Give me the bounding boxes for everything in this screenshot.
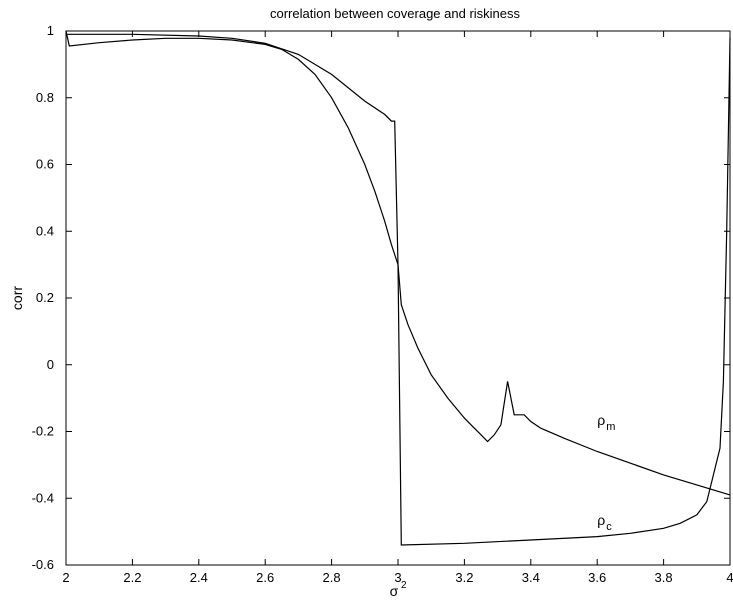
series-label-subscript: m — [606, 421, 615, 433]
x-tick-label: 2.2 — [123, 570, 141, 585]
y-tick-label: -0.6 — [32, 557, 54, 572]
series-line-rho-c — [66, 33, 731, 546]
x-axis-label-superscript: 2 — [401, 580, 407, 591]
y-tick-label: -0.4 — [32, 490, 54, 505]
x-tick-label: 3.4 — [522, 570, 540, 585]
x-tick-label: 2.4 — [190, 570, 208, 585]
y-tick-label: 0 — [47, 357, 54, 372]
y-tick-label: 1 — [47, 23, 54, 38]
x-axis-label: σ 2 — [390, 580, 407, 599]
y-axis-label: corr — [9, 286, 25, 310]
series-label-base: ρ — [597, 512, 605, 528]
x-tick-label: 3.8 — [655, 570, 673, 585]
x-tick-label: 3.6 — [588, 570, 606, 585]
y-tick-label: 0.6 — [36, 157, 54, 172]
x-tick-label: 3.2 — [455, 570, 473, 585]
plot-frame — [65, 30, 731, 566]
x-tick-label: 2.6 — [256, 570, 274, 585]
x-axis-label-base: σ — [390, 583, 399, 599]
x-tick-label: 4 — [726, 570, 733, 585]
x-tick-label: 2 — [62, 570, 69, 585]
chart-title: correlation between coverage and riskine… — [270, 6, 521, 21]
plot-area: ρ mρ c — [65, 30, 731, 546]
series-line-rho-m — [65, 30, 731, 496]
series-label-base: ρ — [597, 412, 605, 428]
y-tick-label: -0.2 — [32, 424, 54, 439]
x-axis: 2 2.2 2.4 2.6 2.8 3 3.2 3.4 3.6 3.8 4 — [62, 31, 733, 585]
y-tick-label: 0.4 — [36, 223, 54, 238]
series-label-subscript: c — [606, 521, 612, 533]
y-tick-label: 0.8 — [36, 90, 54, 105]
y-tick-label: 0.2 — [36, 290, 54, 305]
y-axis: 1 0.8 0.6 0.4 0.2 0 -0.2 -0.4 -0.6 — [32, 23, 730, 572]
x-tick-label: 2.8 — [323, 570, 341, 585]
x-tick-label: 3 — [394, 570, 401, 585]
